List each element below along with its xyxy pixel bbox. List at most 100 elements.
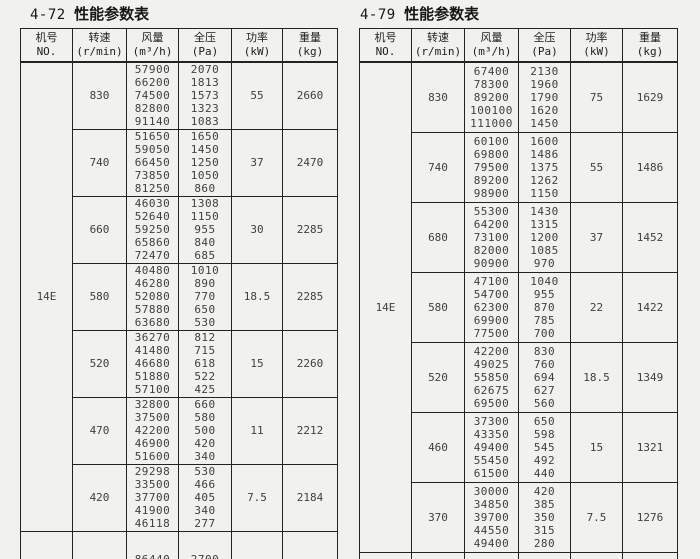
left-col-header-rpm: 转速 (r/min) — [72, 28, 127, 63]
table-row: 740 60100 69800 79500 89200 98900 1600 1… — [360, 131, 678, 203]
power-cell: 7.5 — [231, 463, 283, 532]
weight-cell: 1349 — [622, 341, 678, 413]
rpm-cell: 740 — [72, 128, 127, 197]
weight-cell: 1422 — [622, 271, 678, 343]
flow-cell: 60100 69800 79500 89200 98900 — [464, 131, 519, 203]
weight-cell: 1486 — [622, 131, 678, 203]
pressure-cell: 1010 890 770 650 530 — [178, 262, 232, 331]
power-cell: 7.5 — [570, 481, 623, 553]
flow-cell: 46030 52640 59250 65860 72470 — [126, 195, 179, 264]
left-col-header-flow: 风量 (m³/h) — [126, 28, 179, 63]
flow-cell: 42200 49025 55850 62675 69500 — [464, 341, 519, 413]
left-col-header-pressure: 全压 (Pa) — [178, 28, 232, 63]
flow-cell: 40480 46280 52080 57880 63680 — [126, 262, 179, 331]
right-header-row: 机号 NO. 转速 (r/min) 风量 (m³/h) 全压 (Pa) 功率 (… — [359, 28, 678, 63]
right-col-header-machine-no: 机号 NO. — [359, 28, 412, 63]
power-cell: 15 — [231, 329, 283, 398]
right-col-header-pressure: 全压 (Pa) — [518, 28, 571, 63]
rpm-cell: 520 — [411, 341, 465, 413]
table-row: 520 42200 49025 55850 62675 69500 830 76… — [360, 341, 678, 413]
left-table-title-text: 性能参数表 — [74, 5, 150, 23]
flow-cell: 86440 98840 — [126, 530, 179, 559]
left-col-header-weight: 重量 (kg) — [282, 28, 338, 63]
pressure-cell: 1600 1486 1375 1262 1150 — [518, 131, 571, 203]
rpm-cell: 580 — [72, 262, 127, 331]
power-cell — [231, 530, 283, 559]
left-col-header-power: 功率 (kW) — [231, 28, 283, 63]
pressure-cell: 2130 1960 1790 1620 1450 — [518, 61, 571, 133]
pressure-cell: 1430 1315 1200 1085 970 — [518, 201, 571, 273]
table-row: 520 36270 41480 46680 51880 57100 812 71… — [21, 329, 338, 398]
right-col-header-weight: 重量 (kg) — [622, 28, 678, 63]
table-row: 460 37300 43350 49400 55450 61500 650 59… — [360, 411, 678, 483]
flow-cell: 37300 43350 49400 55450 61500 — [464, 411, 519, 483]
right-performance-table: 机号 NO. 转速 (r/min) 风量 (m³/h) 全压 (Pa) 功率 (… — [359, 28, 678, 559]
table-row: 14E 830 57900 66200 74500 82800 91140 20… — [20, 61, 338, 532]
right-table-title-text: 性能参数表 — [404, 5, 480, 23]
weight-cell: 2285 — [282, 195, 338, 264]
weight-cell — [282, 530, 338, 559]
weight-cell: 2285 — [282, 262, 338, 331]
flow-cell: 55300 64200 73100 82000 90900 — [464, 201, 519, 273]
machine-no-cell: 14E — [20, 61, 73, 532]
pressure-cell: 1308 1150 955 840 685 — [178, 195, 232, 264]
flow-cell: 30000 34850 39700 44550 49400 — [464, 481, 519, 553]
pressure-cell: 2070 1813 1573 1323 1083 — [178, 61, 232, 130]
right-col-header-power: 功率 (kW) — [570, 28, 623, 63]
weight-cell: 1629 — [622, 61, 678, 133]
table-row: 660 46030 52640 59250 65860 72470 1308 1… — [21, 195, 338, 264]
weight-cell: 2184 — [282, 463, 338, 532]
table-row: 580 47100 54700 62300 69900 77500 1040 9… — [360, 271, 678, 343]
table-row: 740 51650 59050 66450 73850 81250 1650 1… — [21, 128, 338, 197]
rpm-cell: 660 — [72, 195, 127, 264]
pressure-cell: 1650 1450 1250 1050 860 — [178, 128, 232, 197]
power-cell: 22 — [570, 271, 623, 343]
flow-cell: 51650 59050 66450 73850 81250 — [126, 128, 179, 197]
weight-cell — [622, 551, 678, 559]
power-cell: 15 — [570, 411, 623, 483]
pressure-cell: 650 598 545 492 440 — [518, 411, 571, 483]
rpm-cell — [72, 530, 127, 559]
pressure-cell: 1040 955 870 785 700 — [518, 271, 571, 343]
table-row: 470 32800 37500 42200 46900 51600 660 58… — [21, 396, 338, 465]
rpm-cell: 370 — [411, 481, 465, 553]
pressure-cell — [518, 551, 571, 559]
weight-cell: 1321 — [622, 411, 678, 483]
left-table-title-number: 4-72 — [30, 7, 66, 23]
table-row: 14E 830 67400 78300 89200 100100 111000 … — [359, 61, 678, 553]
flow-cell: 36270 41480 46680 51880 57100 — [126, 329, 179, 398]
left-col-header-machine-no: 机号 NO. — [20, 28, 73, 63]
right-table-title: 4-79 性能参数表 — [360, 3, 479, 23]
left-header-row: 机号 NO. 转速 (r/min) 风量 (m³/h) 全压 (Pa) 功率 (… — [20, 28, 338, 63]
flow-cell: 47100 54700 62300 69900 77500 — [464, 271, 519, 343]
rpm-cell: 830 — [72, 61, 127, 130]
table-row: 580 40480 46280 52080 57880 63680 1010 8… — [21, 262, 338, 331]
power-cell: 37 — [570, 201, 623, 273]
pressure-cell: 830 760 694 627 560 — [518, 341, 571, 413]
power-cell: 55 — [231, 61, 283, 130]
table-row: 370 30000 34850 39700 44550 49400 420 38… — [360, 481, 678, 553]
table-row-cutoff — [359, 551, 678, 559]
rpm-cell: 460 — [411, 411, 465, 483]
weight-cell: 1452 — [622, 201, 678, 273]
power-cell — [570, 551, 623, 559]
rpm-cell: 830 — [411, 61, 465, 133]
right-col-header-rpm: 转速 (r/min) — [411, 28, 465, 63]
rpm-cell: 420 — [72, 463, 127, 532]
power-cell: 18.5 — [231, 262, 283, 331]
right-col-header-flow: 风量 (m³/h) — [464, 28, 519, 63]
weight-cell: 2212 — [282, 396, 338, 465]
pressure-cell: 660 580 500 420 340 — [178, 396, 232, 465]
machine-no-cell — [359, 551, 412, 559]
rpm-cell: 520 — [72, 329, 127, 398]
table-row-cutoff: 86440 98840 2700 2380 — [20, 530, 338, 559]
rpm-cell — [411, 551, 465, 559]
flow-cell: 29298 33500 37700 41900 46118 — [126, 463, 179, 532]
flow-cell: 57900 66200 74500 82800 91140 — [126, 61, 179, 130]
machine-no-cell: 14E — [359, 61, 412, 553]
left-performance-table: 机号 NO. 转速 (r/min) 风量 (m³/h) 全压 (Pa) 功率 (… — [20, 28, 338, 559]
weight-cell: 2260 — [282, 329, 338, 398]
flow-cell: 67400 78300 89200 100100 111000 — [464, 61, 519, 133]
flow-cell: 32800 37500 42200 46900 51600 — [126, 396, 179, 465]
